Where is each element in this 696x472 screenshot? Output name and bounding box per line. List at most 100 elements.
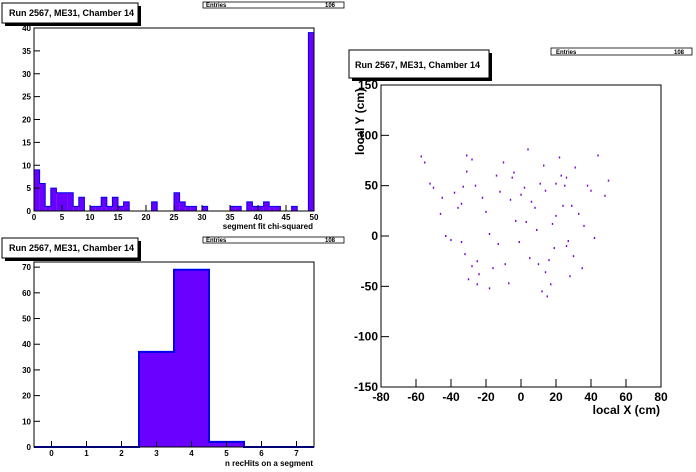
chi2-bar	[269, 206, 275, 211]
xy-point	[572, 255, 575, 258]
chi2-bar	[190, 206, 197, 211]
nhits-bar	[174, 269, 209, 447]
xy-point	[534, 206, 536, 209]
chi2-bar	[90, 206, 96, 211]
xy-point	[543, 164, 545, 167]
xy-point	[593, 237, 596, 240]
xy-point	[474, 184, 477, 187]
xy-title-box	[348, 49, 490, 79]
xy-point	[555, 214, 557, 217]
chi2-axes: 0 5 10 15 20 25 30 35 40 45 50 0 5 10 15 20 25 30 35 40	[22, 24, 319, 222]
chi2-bar	[78, 197, 85, 211]
x-tick-label: 45	[282, 213, 291, 222]
xy-point	[481, 196, 484, 199]
xy-point	[564, 184, 566, 187]
xy-point	[476, 260, 478, 263]
chi2-plot-frame	[33, 27, 315, 212]
x-tick-label: 30	[198, 213, 207, 222]
xy-point	[508, 282, 510, 285]
xy-point	[574, 166, 576, 169]
xy-point	[509, 198, 512, 201]
x-tick-label: -60	[407, 390, 425, 404]
x-tick-label: 7	[294, 449, 299, 458]
chi2-bars	[33, 32, 315, 212]
x-tick-label: 80	[654, 390, 668, 404]
xy-point	[511, 176, 513, 179]
xy-point	[550, 283, 552, 286]
y-tick-label: 35	[22, 47, 31, 56]
nhits-plot-frame	[33, 261, 315, 448]
xy-point	[525, 220, 527, 223]
xy-point	[607, 179, 610, 182]
xy-point	[471, 265, 473, 268]
xy-point	[548, 259, 550, 262]
xy-point	[478, 273, 480, 276]
chi2-bar	[39, 183, 46, 211]
y-tick-label: 20	[22, 116, 31, 125]
chi2-bar	[56, 192, 62, 211]
xy-point	[504, 263, 506, 266]
xy-entries-label: Entries	[556, 50, 577, 56]
chi2-bar	[123, 201, 130, 211]
xy-point	[539, 182, 541, 185]
chi2-bar	[263, 201, 270, 211]
nhits-bars	[34, 268, 314, 448]
xy-points	[420, 148, 610, 298]
nhits-x-axis-label: n recHits on a segment	[225, 459, 313, 468]
xy-point	[520, 193, 522, 196]
y-tick-label: 150	[358, 78, 378, 92]
x-tick-label: -80	[372, 390, 390, 404]
y-tick-label: 0	[27, 207, 32, 216]
x-tick-label: 6	[259, 449, 264, 458]
xy-point	[492, 267, 494, 270]
xy-plot-frame	[380, 84, 662, 388]
chi2-entries-value: 106	[325, 3, 336, 9]
xy-point	[553, 247, 555, 250]
xy-point	[441, 196, 443, 199]
chi2-bar	[230, 206, 236, 211]
x-tick-label: -20	[477, 390, 495, 404]
nhits-stats-box	[202, 236, 345, 244]
nhits-entries-label: Entries	[206, 238, 227, 244]
y-tick-label: -100	[354, 330, 378, 344]
nhits-bar	[139, 351, 174, 447]
xy-point	[420, 155, 422, 158]
x-tick-label: 15	[114, 213, 123, 222]
x-tick-label: 1	[84, 449, 89, 458]
xy-point	[565, 176, 568, 179]
nhits-histogram-panel: Run 2567, ME31, Chamber 14 Entries 108 0…	[1, 236, 345, 468]
x-tick-label: 0	[32, 213, 37, 222]
xy-point	[590, 189, 592, 192]
xy-stats-box	[550, 47, 693, 56]
y-tick-label: 50	[22, 315, 31, 324]
nhits-title: Run 2567, ME31, Chamber 14	[9, 243, 134, 253]
xy-point	[457, 206, 459, 209]
chi2-bar	[308, 32, 314, 212]
x-tick-label: 0	[518, 390, 525, 404]
chi2-bar	[246, 201, 253, 211]
y-tick-label: 0	[371, 229, 378, 243]
xy-point	[466, 154, 468, 157]
xy-point	[583, 224, 585, 227]
chi2-bar	[45, 206, 51, 211]
chi2-x-axis-label: segment fit chi-squared	[223, 222, 313, 231]
xy-point	[499, 190, 501, 193]
xy-point	[578, 212, 580, 215]
y-tick-label: 10	[22, 417, 31, 426]
x-tick-label: 2	[119, 449, 124, 458]
x-tick-label: 35	[226, 213, 235, 222]
xy-point	[560, 174, 562, 177]
xy-point	[488, 287, 491, 290]
y-tick-label: 30	[22, 70, 31, 79]
chi2-bar	[252, 206, 258, 211]
xy-point	[495, 174, 498, 177]
y-tick-label: -50	[361, 279, 379, 293]
chi2-bar	[118, 206, 124, 211]
xy-point	[429, 182, 431, 185]
x-tick-label: 0	[49, 449, 54, 458]
xy-point	[460, 241, 463, 244]
chi2-bar	[106, 206, 113, 211]
chi2-bar	[101, 197, 107, 211]
xy-point	[571, 204, 573, 207]
